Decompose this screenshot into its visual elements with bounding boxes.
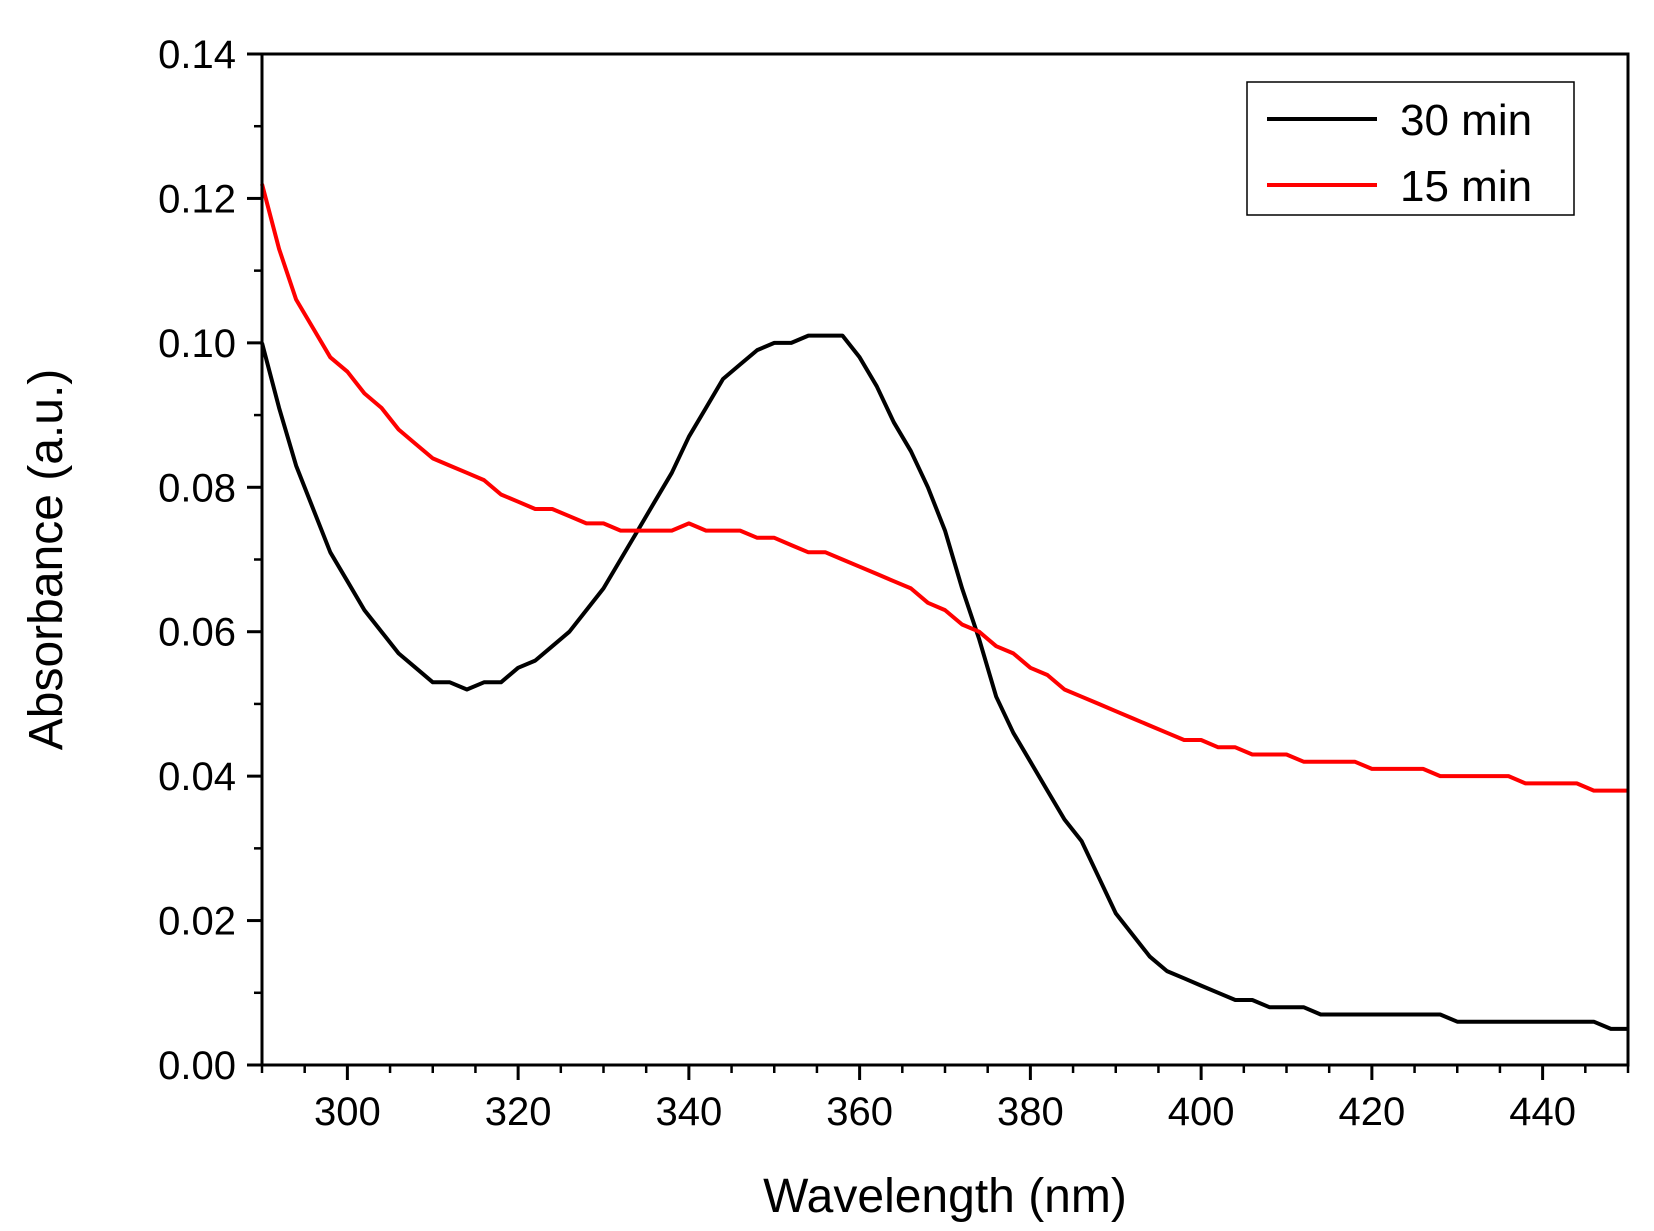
legend: 30 min 15 min [1246,81,1575,216]
y-tick-label: 0.00 [158,1044,236,1088]
x-tick-label: 360 [826,1090,893,1134]
x-tick-labels: 300 320 340 360 380 400 420 440 [314,1090,1576,1134]
x-tick-label: 440 [1509,1090,1576,1134]
x-tick-label: 420 [1339,1090,1406,1134]
x-axis-title: Wavelength (nm) [763,1170,1127,1223]
major-ticks [247,52,1545,1080]
plot-frame [260,52,1630,1067]
x-tick-label: 400 [1168,1090,1235,1134]
minor-ticks [254,124,1630,1073]
legend-label-15-min: 15 min [1400,162,1532,211]
legend-label-30-min: 30 min [1400,96,1532,145]
y-tick-label: 0.06 [158,611,236,655]
y-tick-labels: 0.00 0.02 0.04 0.06 0.08 0.10 0.12 0.14 [158,33,236,1088]
series-group [260,183,1628,1031]
y-axis-title: Absorbance (a.u.) [20,369,73,751]
x-tick-label: 380 [997,1090,1064,1134]
x-tick-label: 320 [485,1090,552,1134]
y-tick-label: 0.12 [158,177,236,221]
y-tick-label: 0.14 [158,33,236,77]
y-tick-label: 0.10 [158,322,236,366]
series-line-30-min [260,333,1628,1031]
x-tick-label: 340 [656,1090,723,1134]
y-tick-label: 0.08 [158,466,236,510]
x-tick-label: 300 [314,1090,381,1134]
series-line-15-min [260,183,1628,793]
legend-box [1246,81,1575,216]
y-tick-label: 0.04 [158,755,236,799]
y-tick-label: 0.02 [158,900,236,944]
